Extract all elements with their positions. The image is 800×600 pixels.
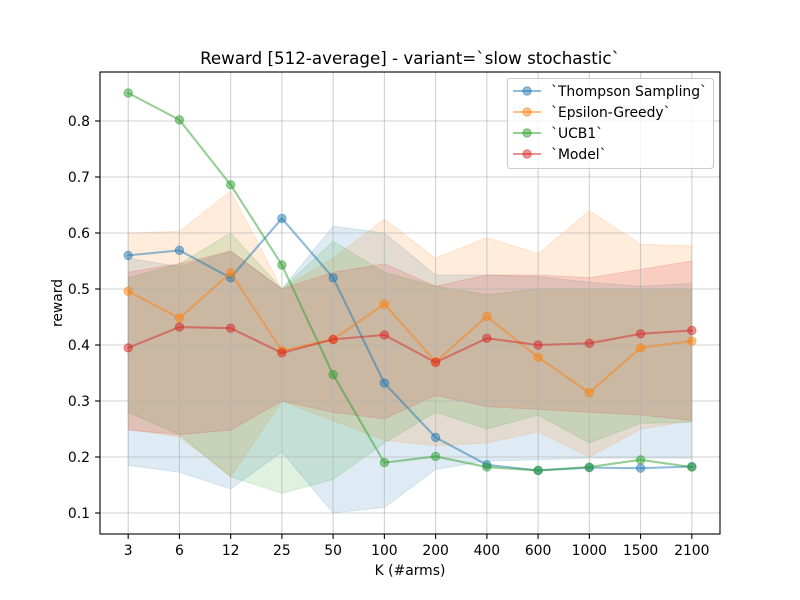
data-point-ucb1 [482,462,492,472]
legend-marker [522,149,532,159]
x-tick-label: 1000 [572,543,607,559]
data-point-model [430,357,441,368]
x-axis-label: K (#arms) [375,563,446,579]
legend-entry: `Model` [513,147,607,163]
y-tick-label: 0.8 [68,114,90,130]
y-tick-label: 0.3 [68,394,90,410]
y-axis: 0.1 0.2 0.3 0.4 0.5 0.6 0.7 0.8 [68,114,100,522]
data-point-epsilon-greedy [174,313,185,323]
data-point-model [379,330,390,340]
data-point-model [687,325,697,336]
y-tick-label: 0.2 [68,450,90,466]
y-tick-label: 0.1 [68,506,90,522]
legend-entry: `Epsilon-Greedy` [513,105,671,121]
data-point-ucb1 [379,457,390,468]
line-model [126,326,693,364]
x-tick-label: 12 [222,543,240,559]
x-tick-label: 600 [525,543,552,559]
data-point-ucb1 [635,455,646,465]
y-axis-label: reward [50,279,66,327]
y-tick-label: 0.6 [68,226,90,242]
data-point-epsilon-greedy [533,352,543,363]
data-point-thompson-sampling [123,250,133,261]
data-point-ucb1 [430,451,441,462]
data-point-model [174,322,185,332]
legend-marker [522,86,532,96]
data-point-epsilon-greedy [635,343,646,353]
y-tick-label: 0.7 [68,170,90,186]
series-ucb1 [123,88,697,476]
data-point-model [225,323,236,333]
axes-frame [99,71,721,535]
x-tick-label: 6 [175,543,184,559]
chart-title: Reward [512-average] - variant=`slow sto… [200,48,620,68]
series-lines [123,88,697,476]
data-point-model [123,343,133,353]
data-point-epsilon-greedy [482,311,492,322]
data-point-ucb1 [584,462,595,472]
legend-entry: `Thompson Sampling` [513,84,707,100]
data-point-epsilon-greedy [225,268,236,278]
x-tick-label: 1500 [623,543,658,559]
data-point-thompson-sampling [328,273,338,283]
x-tick-label: 3 [124,543,133,559]
x-tick-label: 400 [474,543,501,559]
data-point-epsilon-greedy [379,299,390,309]
data-point-ucb1 [225,180,236,190]
data-point-model [584,338,595,349]
y-tick-label: 0.4 [68,338,90,354]
data-point-thompson-sampling [379,378,390,388]
data-point-epsilon-greedy [584,387,595,398]
data-point-thompson-sampling [635,463,646,473]
line-ucb1 [126,91,693,472]
legend-label: `Epsilon-Greedy` [551,105,671,121]
series-model [123,322,697,368]
data-point-ucb1 [687,462,697,472]
x-tick-label: 100 [371,543,398,559]
data-point-thompson-sampling [430,432,441,443]
x-tick-label: 50 [324,543,342,559]
data-point-model [533,340,543,350]
data-point-ucb1 [277,260,287,270]
data-point-epsilon-greedy [687,336,697,346]
legend-entries: `Thompson Sampling` `Epsilon-Greedy` `UCB1… [513,84,707,163]
x-tick-label: 2100 [674,543,709,559]
data-point-ucb1 [533,465,543,476]
line-thompson-sampling [127,217,693,472]
legend-marker [522,128,532,138]
legend-entry: `UCB1` [513,126,603,142]
data-point-epsilon-greedy [123,286,133,296]
x-tick-label: 200 [422,543,449,559]
legend-box [506,77,715,170]
x-tick-label: 25 [273,543,291,559]
data-point-model [277,348,287,358]
legend-marker [522,107,532,117]
y-tick-label: 0.5 [68,282,90,298]
data-point-ucb1 [174,115,185,125]
line-epsilon-greedy [126,271,693,394]
data-point-model [635,329,646,339]
data-point-model [328,334,338,345]
legend-label: `UCB1` [551,126,603,142]
data-point-model [482,333,492,343]
legend: `Thompson Sampling` `Epsilon-Greedy` `UCB1… [506,77,715,170]
legend-label: `Model` [551,147,607,163]
data-point-ucb1 [328,369,338,380]
x-axis: 3 6 12 25 50 100 200 400 600 1000 1500 2100 [124,534,709,559]
data-point-thompson-sampling [277,213,287,224]
legend-label: `Thompson Sampling` [551,84,707,100]
data-point-thompson-sampling [174,245,185,256]
band-model [127,250,693,436]
data-point-ucb1 [123,88,133,98]
